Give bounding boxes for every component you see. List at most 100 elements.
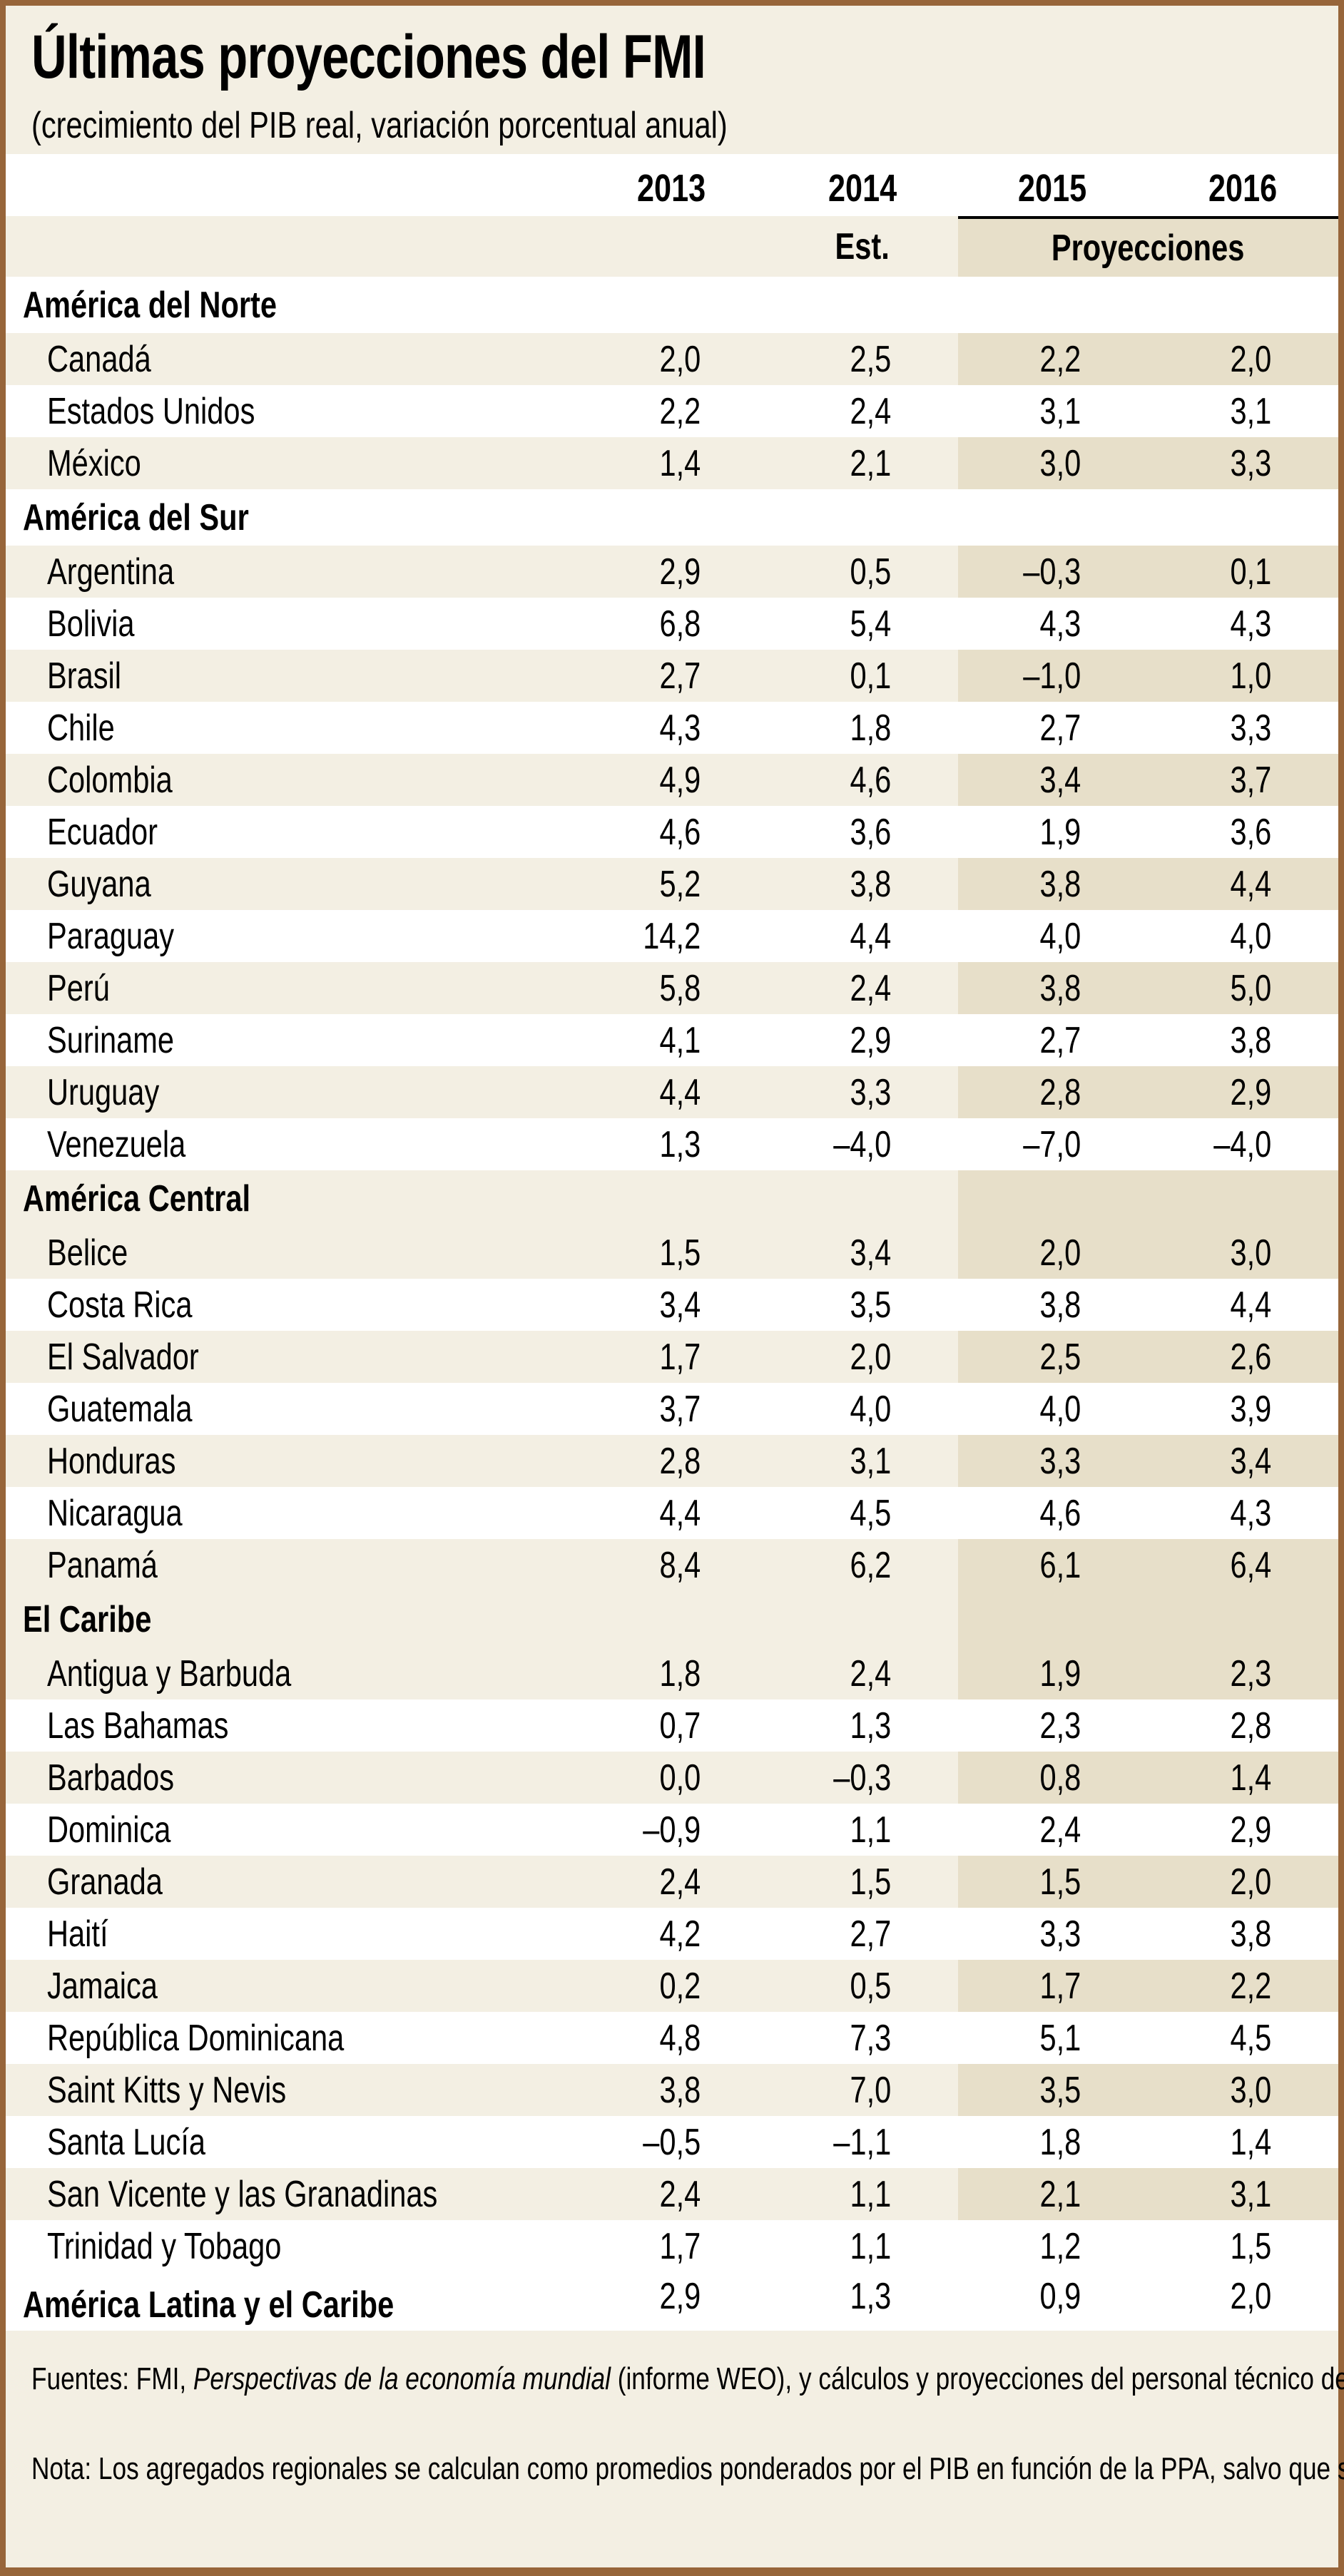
total-row: América Latina y el Caribe 2,9 1,3 0,9 2,0 (6, 2272, 1338, 2331)
value-cell-2016: 3,7 (1230, 759, 1271, 801)
value-cell-2013: 3,4 (659, 1284, 701, 1326)
value-cell-2015: 3,8 (1039, 967, 1081, 1009)
region-header-row: América del Sur (6, 489, 1338, 546)
value-cell-2016: 1,4 (1230, 2121, 1271, 2163)
table-row: Brasil 2,7 0,1 –1,0 1,0 (6, 650, 1338, 702)
table-row: Bolivia 6,8 5,4 4,3 4,3 (6, 598, 1338, 650)
value-cell-2015: 2,2 (1039, 338, 1081, 380)
value-cell-2015: 0,8 (1039, 1757, 1081, 1799)
country-name: Dominica (47, 1809, 171, 1851)
value-cell-2016: 3,3 (1230, 442, 1271, 484)
country-name: Chile (47, 707, 115, 749)
projection-shade (958, 1435, 1338, 1487)
country-name: Belice (47, 1232, 128, 1274)
country-name: Colombia (47, 759, 173, 801)
value-cell-2014: 1,3 (850, 1704, 891, 1747)
value-cell-2014: 3,6 (850, 811, 891, 853)
value-cell-2014: 2,7 (850, 1913, 891, 1955)
country-name: Santa Lucía (47, 2121, 206, 2163)
projection-shade (958, 1170, 1338, 1227)
country-name: Haití (47, 1913, 108, 1955)
region-name: América Central (23, 1177, 251, 1220)
value-cell-2015: 2,7 (1039, 707, 1081, 749)
total-name: América Latina y el Caribe (23, 2284, 394, 2326)
value-cell-2015: 1,8 (1039, 2121, 1081, 2163)
value-cell-2014: 1,1 (850, 2225, 891, 2267)
value-cell-2014: 3,3 (850, 1071, 891, 1113)
value-cell-2016: 1,4 (1230, 1757, 1271, 1799)
value-cell-2013: 0,7 (659, 1704, 701, 1747)
value-cell-2014: 3,8 (850, 863, 891, 905)
value-cell-2015: 1,7 (1039, 1965, 1081, 2007)
value-cell-2016: 2,0 (1230, 1861, 1271, 1903)
value-cell-2013: 4,3 (659, 707, 701, 749)
country-name: México (47, 442, 141, 484)
value-cell-2013: 2,9 (659, 551, 701, 593)
table-row: Canadá 2,0 2,5 2,2 2,0 (6, 333, 1338, 385)
region-name: América del Norte (23, 284, 278, 326)
value-cell-2016: 3,9 (1230, 1388, 1271, 1430)
projection-shade (958, 1752, 1338, 1804)
projection-shade (958, 1960, 1338, 2012)
projection-shade (958, 1591, 1338, 1647)
table-row: Nicaragua 4,4 4,5 4,6 4,3 (6, 1487, 1338, 1539)
table-row: Argentina 2,9 0,5 –0,3 0,1 (6, 546, 1338, 598)
methodology-note: Nota: Los agregados regionales se calcul… (31, 2451, 1344, 2486)
value-cell-2015: 3,1 (1039, 390, 1081, 432)
country-name: Brasil (47, 655, 122, 697)
value-cell-2016: 1,5 (1230, 2225, 1271, 2267)
value-cell-2014: 2,5 (850, 338, 891, 380)
value-cell-2015: 4,0 (1039, 915, 1081, 957)
table-row: Perú 5,8 2,4 3,8 5,0 (6, 962, 1338, 1014)
value-cell-2016: 4,3 (1230, 603, 1271, 645)
table-row: Santa Lucía –0,5 –1,1 1,8 1,4 (6, 2116, 1338, 2168)
value-cell-2014: 2,0 (850, 1336, 891, 1378)
value-cell-2016: 5,0 (1230, 967, 1271, 1009)
table-row: Antigua y Barbuda 1,8 2,4 1,9 2,3 (6, 1647, 1338, 1700)
value-cell-2015: 0,9 (1039, 2276, 1081, 2317)
value-cell-2014: 6,2 (850, 1544, 891, 1586)
table-row: Saint Kitts y Nevis 3,8 7,0 3,5 3,0 (6, 2064, 1338, 2116)
country-name: Estados Unidos (47, 390, 255, 432)
projection-shade (958, 489, 1338, 546)
table-row: República Dominicana 4,8 7,3 5,1 4,5 (6, 2012, 1338, 2064)
country-name: Costa Rica (47, 1284, 193, 1326)
value-cell-2015: –7,0 (1023, 1123, 1081, 1165)
table-row: Guatemala 3,7 4,0 4,0 3,9 (6, 1383, 1338, 1435)
gdp-projection-table: 2013 2014 2015 2016 Est. Proyecciones Am… (6, 154, 1338, 2331)
value-cell-2015: 4,0 (1039, 1388, 1081, 1430)
value-cell-2014: 7,3 (850, 2017, 891, 2059)
value-cell-2013: 4,4 (659, 1071, 701, 1113)
region-name: El Caribe (23, 1598, 152, 1640)
table-row: Honduras 2,8 3,1 3,3 3,4 (6, 1435, 1338, 1487)
country-name: República Dominicana (47, 2017, 345, 2059)
table-row: México 1,4 2,1 3,0 3,3 (6, 437, 1338, 489)
value-cell-2014: 2,4 (850, 967, 891, 1009)
value-cell-2013: 1,7 (659, 1336, 701, 1378)
value-cell-2013: 1,4 (659, 442, 701, 484)
value-cell-2016: 2,9 (1230, 1071, 1271, 1113)
value-cell-2016: 4,4 (1230, 1284, 1271, 1326)
value-cell-2016: 3,8 (1230, 1019, 1271, 1061)
value-cell-2016: 3,0 (1230, 1232, 1271, 1274)
country-name: Paraguay (47, 915, 175, 957)
value-cell-2013: 4,9 (659, 759, 701, 801)
value-cell-2013: 6,8 (659, 603, 701, 645)
value-cell-2014: 1,3 (850, 2276, 891, 2317)
value-cell-2016: 2,8 (1230, 1704, 1271, 1747)
country-name: El Salvador (47, 1336, 199, 1378)
value-cell-2015: 2,4 (1039, 1809, 1081, 1851)
value-cell-2014: 2,1 (850, 442, 891, 484)
value-cell-2014: 4,0 (850, 1388, 891, 1430)
value-cell-2016: 3,3 (1230, 707, 1271, 749)
value-cell-2013: 0,2 (659, 1965, 701, 2007)
value-cell-2015: 3,3 (1039, 1913, 1081, 1955)
region-header-row: América del Norte (6, 277, 1338, 333)
value-cell-2014: 0,5 (850, 1965, 891, 2007)
value-cell-2015: –0,3 (1023, 551, 1081, 593)
country-name: Barbados (47, 1757, 175, 1799)
value-cell-2014: 4,6 (850, 759, 891, 801)
table-row: Haití 4,2 2,7 3,3 3,8 (6, 1908, 1338, 1960)
value-cell-2014: 3,1 (850, 1440, 891, 1482)
projection-shade (958, 2168, 1338, 2220)
